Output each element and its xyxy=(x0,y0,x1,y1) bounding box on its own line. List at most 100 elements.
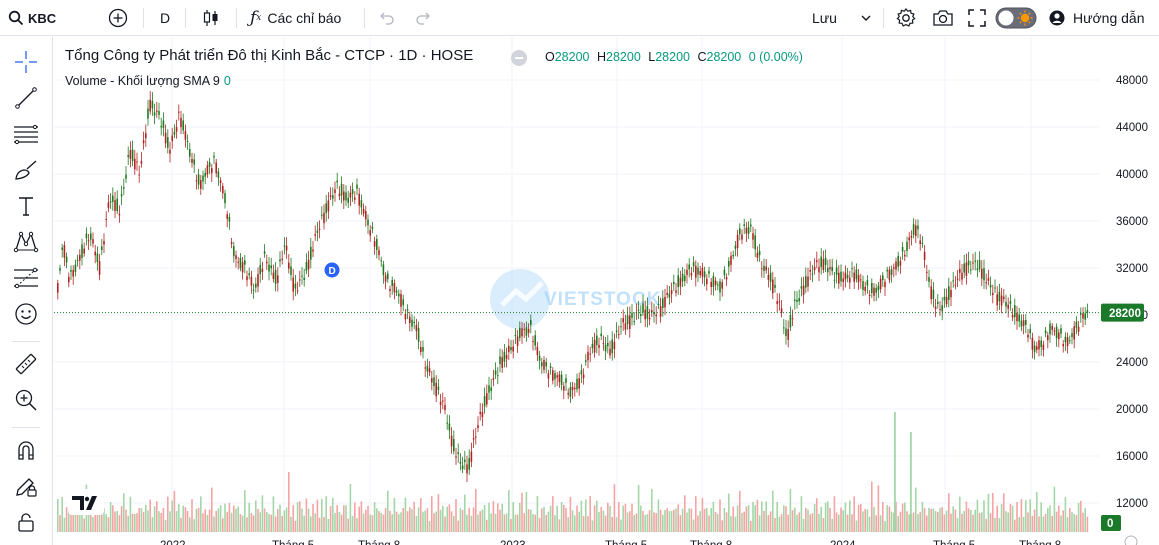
candle-body xyxy=(756,252,759,258)
volume-bar xyxy=(241,515,244,532)
candle-body xyxy=(690,272,693,276)
volume-bar xyxy=(763,510,765,532)
zoom-in-tool[interactable] xyxy=(11,387,41,417)
prediction-tool[interactable] xyxy=(11,265,41,295)
volume-bar xyxy=(105,514,107,532)
candle xyxy=(745,222,748,242)
volume-bar xyxy=(1086,516,1089,532)
volume-bar xyxy=(666,508,668,532)
volume-bar xyxy=(1031,515,1034,532)
volume-bar xyxy=(195,508,198,532)
candle xyxy=(158,102,160,120)
undo-button[interactable] xyxy=(377,0,395,36)
crosshair-icon xyxy=(14,50,38,79)
symbol-search-button[interactable]: KBC xyxy=(8,0,56,36)
volume-bar xyxy=(549,505,552,532)
volume-bar xyxy=(992,493,994,532)
volume-bar xyxy=(215,511,217,532)
save-menu-button[interactable] xyxy=(860,0,872,36)
volume-bar xyxy=(272,496,275,532)
candle-body xyxy=(290,266,292,275)
volume-bar xyxy=(356,518,358,532)
fullscreen-button[interactable] xyxy=(968,0,986,36)
candle-body xyxy=(200,180,202,189)
chart-type-button[interactable] xyxy=(202,0,220,36)
volume-bar xyxy=(1022,516,1025,532)
crosshair-tool[interactable] xyxy=(11,49,41,79)
volume-bar xyxy=(655,513,657,532)
volume-bar xyxy=(362,513,365,532)
candle-body xyxy=(901,246,904,252)
volume-bar xyxy=(1011,505,1014,532)
candle xyxy=(1060,324,1062,339)
candle xyxy=(816,251,818,269)
interval-button[interactable]: D xyxy=(160,0,170,36)
redo-button[interactable] xyxy=(415,0,433,36)
volume-bar xyxy=(158,511,160,532)
volume-bar xyxy=(530,509,532,532)
candle-body xyxy=(461,465,464,470)
volume-bar xyxy=(769,511,772,532)
candle-body xyxy=(868,294,871,297)
candle-body xyxy=(967,260,970,266)
text-tool[interactable] xyxy=(11,193,41,223)
volume-bar xyxy=(389,510,391,532)
horizontal-lines-tool[interactable] xyxy=(11,121,41,151)
candle xyxy=(541,357,543,374)
candle xyxy=(985,273,987,290)
candle-body xyxy=(470,451,473,462)
candle xyxy=(890,265,893,283)
candle-body xyxy=(611,339,613,354)
pattern-tool[interactable] xyxy=(11,229,41,259)
volume-bar xyxy=(490,513,492,532)
save-button[interactable]: Lưu xyxy=(812,0,837,36)
guide-button[interactable]: Hướng dẫn xyxy=(1049,0,1144,36)
chart-pane[interactable]: VIETSTOCK 480004400040000360003200028000… xyxy=(54,37,1159,545)
watermark-text: VIETSTOCK xyxy=(544,289,661,310)
volume-bar xyxy=(1077,502,1080,532)
candle-body xyxy=(175,127,178,132)
candle xyxy=(521,322,523,344)
volume-bar xyxy=(527,509,530,532)
candle-body xyxy=(380,260,382,262)
theme-toggle[interactable] xyxy=(995,0,1037,36)
theme-toggle-icon xyxy=(995,7,1037,29)
magnet-tool[interactable] xyxy=(11,437,41,467)
candle xyxy=(719,278,721,302)
volume-bar xyxy=(756,499,759,532)
candle xyxy=(853,266,855,289)
volume-bar xyxy=(413,501,415,532)
measure-tool[interactable] xyxy=(11,351,41,381)
volume-bar xyxy=(329,506,332,532)
icon-tool[interactable] xyxy=(11,301,41,331)
lock-drawing-tool[interactable] xyxy=(11,473,41,503)
price-chart[interactable]: VIETSTOCK 480004400040000360003200028000… xyxy=(54,37,1159,545)
candle xyxy=(981,260,983,287)
candle xyxy=(1075,316,1078,335)
candle xyxy=(417,321,420,350)
candle-body xyxy=(182,120,184,131)
candle xyxy=(470,442,473,468)
candle xyxy=(226,210,228,228)
brush-tool[interactable] xyxy=(11,157,41,187)
candle xyxy=(120,185,123,206)
settings-button[interactable] xyxy=(895,0,917,36)
candle xyxy=(917,219,919,239)
candle-body xyxy=(92,239,94,244)
candle-body xyxy=(736,234,739,248)
candle-body xyxy=(142,140,145,144)
volume-bar xyxy=(710,508,712,532)
volume-bar xyxy=(72,503,74,532)
volume-bar xyxy=(523,513,525,532)
hide-legend-button[interactable] xyxy=(511,50,527,66)
volume-bar xyxy=(582,516,585,532)
candle-body xyxy=(178,111,180,113)
volume-bar xyxy=(695,496,697,532)
candle xyxy=(576,373,578,393)
screenshot-button[interactable] xyxy=(932,0,954,36)
time-tick-label: Tháng 8 xyxy=(358,540,400,545)
trend-line-tool[interactable] xyxy=(11,85,41,115)
compare-symbol-button[interactable] xyxy=(108,0,128,36)
lock-all-tool[interactable] xyxy=(11,509,41,539)
